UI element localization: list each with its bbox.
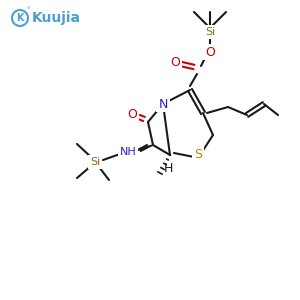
Text: H: H: [163, 161, 173, 175]
Text: NH: NH: [120, 147, 136, 157]
Text: S: S: [194, 148, 202, 161]
Text: O: O: [170, 56, 180, 68]
Text: N: N: [158, 98, 168, 110]
Text: °: °: [26, 7, 30, 13]
Text: Si: Si: [90, 157, 100, 167]
Text: Si: Si: [205, 27, 215, 37]
Text: O: O: [205, 46, 215, 59]
Polygon shape: [140, 145, 153, 152]
Text: K: K: [16, 13, 24, 23]
Text: O: O: [127, 109, 137, 122]
Text: Kuujia: Kuujia: [32, 11, 81, 25]
